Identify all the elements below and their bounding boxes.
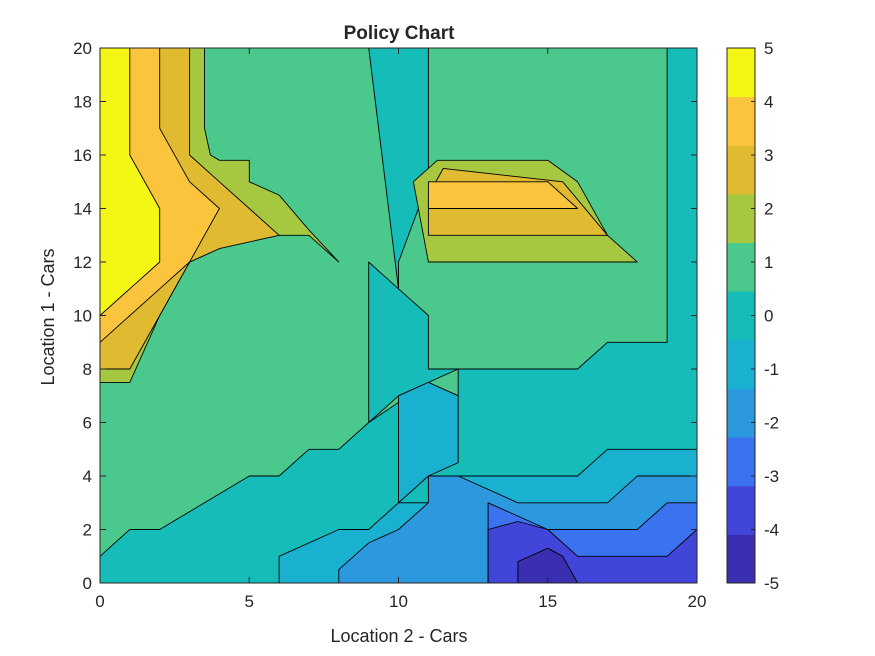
colorbar-tick-label: 4	[764, 93, 773, 112]
colorbar-tick-label: 1	[764, 253, 773, 272]
x-axis-ticks: 0 5 10 15 20	[95, 48, 706, 611]
contour-region-level-4	[427, 181, 579, 209]
colorbar-band	[727, 145, 755, 195]
colorbar-band	[727, 534, 755, 584]
colorbar-band	[727, 291, 755, 341]
x-axis-label: Location 2 - Cars	[330, 626, 467, 646]
y-tick-label: 2	[83, 521, 92, 540]
colorbar-tick-label: -1	[764, 360, 779, 379]
x-tick-label: 0	[95, 592, 104, 611]
colorbar-tick-label: -3	[764, 467, 779, 486]
x-tick-label: 10	[389, 592, 408, 611]
colorbar-band	[727, 48, 755, 98]
y-tick-label: 12	[73, 253, 92, 272]
y-tick-label: 16	[73, 146, 92, 165]
colorbar-band	[727, 388, 755, 438]
x-tick-label: 5	[245, 592, 254, 611]
colorbar-tick-label: -4	[764, 521, 779, 540]
colorbar: 5 4 3 2 1 0 -1 -2 -3 -4 -5	[726, 39, 779, 593]
colorbar-band	[727, 193, 755, 244]
colorbar-tick-label: 2	[764, 200, 773, 219]
contour-regions	[100, 48, 697, 583]
y-tick-label: 4	[83, 467, 92, 486]
y-axis-ticks: 0 2 4 6 8 10 12 14 16 18 20	[73, 39, 697, 593]
colorbar-tick-label: -5	[764, 574, 779, 593]
y-axis-label: Location 1 - Cars	[38, 248, 58, 385]
contour-region-level--5	[517, 547, 579, 583]
colorbar-tick-label: 5	[764, 39, 773, 58]
y-tick-label: 0	[83, 574, 92, 593]
colorbar-tick-label: 0	[764, 307, 773, 326]
colorbar-band	[727, 485, 755, 535]
y-tick-label: 10	[73, 307, 92, 326]
y-tick-label: 20	[73, 39, 92, 58]
x-tick-label: 15	[538, 592, 557, 611]
y-tick-label: 6	[83, 414, 92, 433]
colorbar-band	[727, 242, 755, 292]
colorbar-tick-label: -2	[764, 414, 779, 433]
contour-region-level-5	[100, 48, 161, 316]
y-tick-label: 18	[73, 93, 92, 112]
chart-title: Policy Chart	[344, 23, 456, 44]
x-tick-label: 20	[688, 592, 707, 611]
colorbar-tick-label: 3	[764, 146, 773, 165]
colorbar-band	[727, 339, 755, 389]
y-tick-label: 14	[73, 200, 92, 219]
colorbar-band	[727, 437, 755, 487]
colorbar-band	[727, 96, 755, 146]
y-tick-label: 8	[83, 360, 92, 379]
